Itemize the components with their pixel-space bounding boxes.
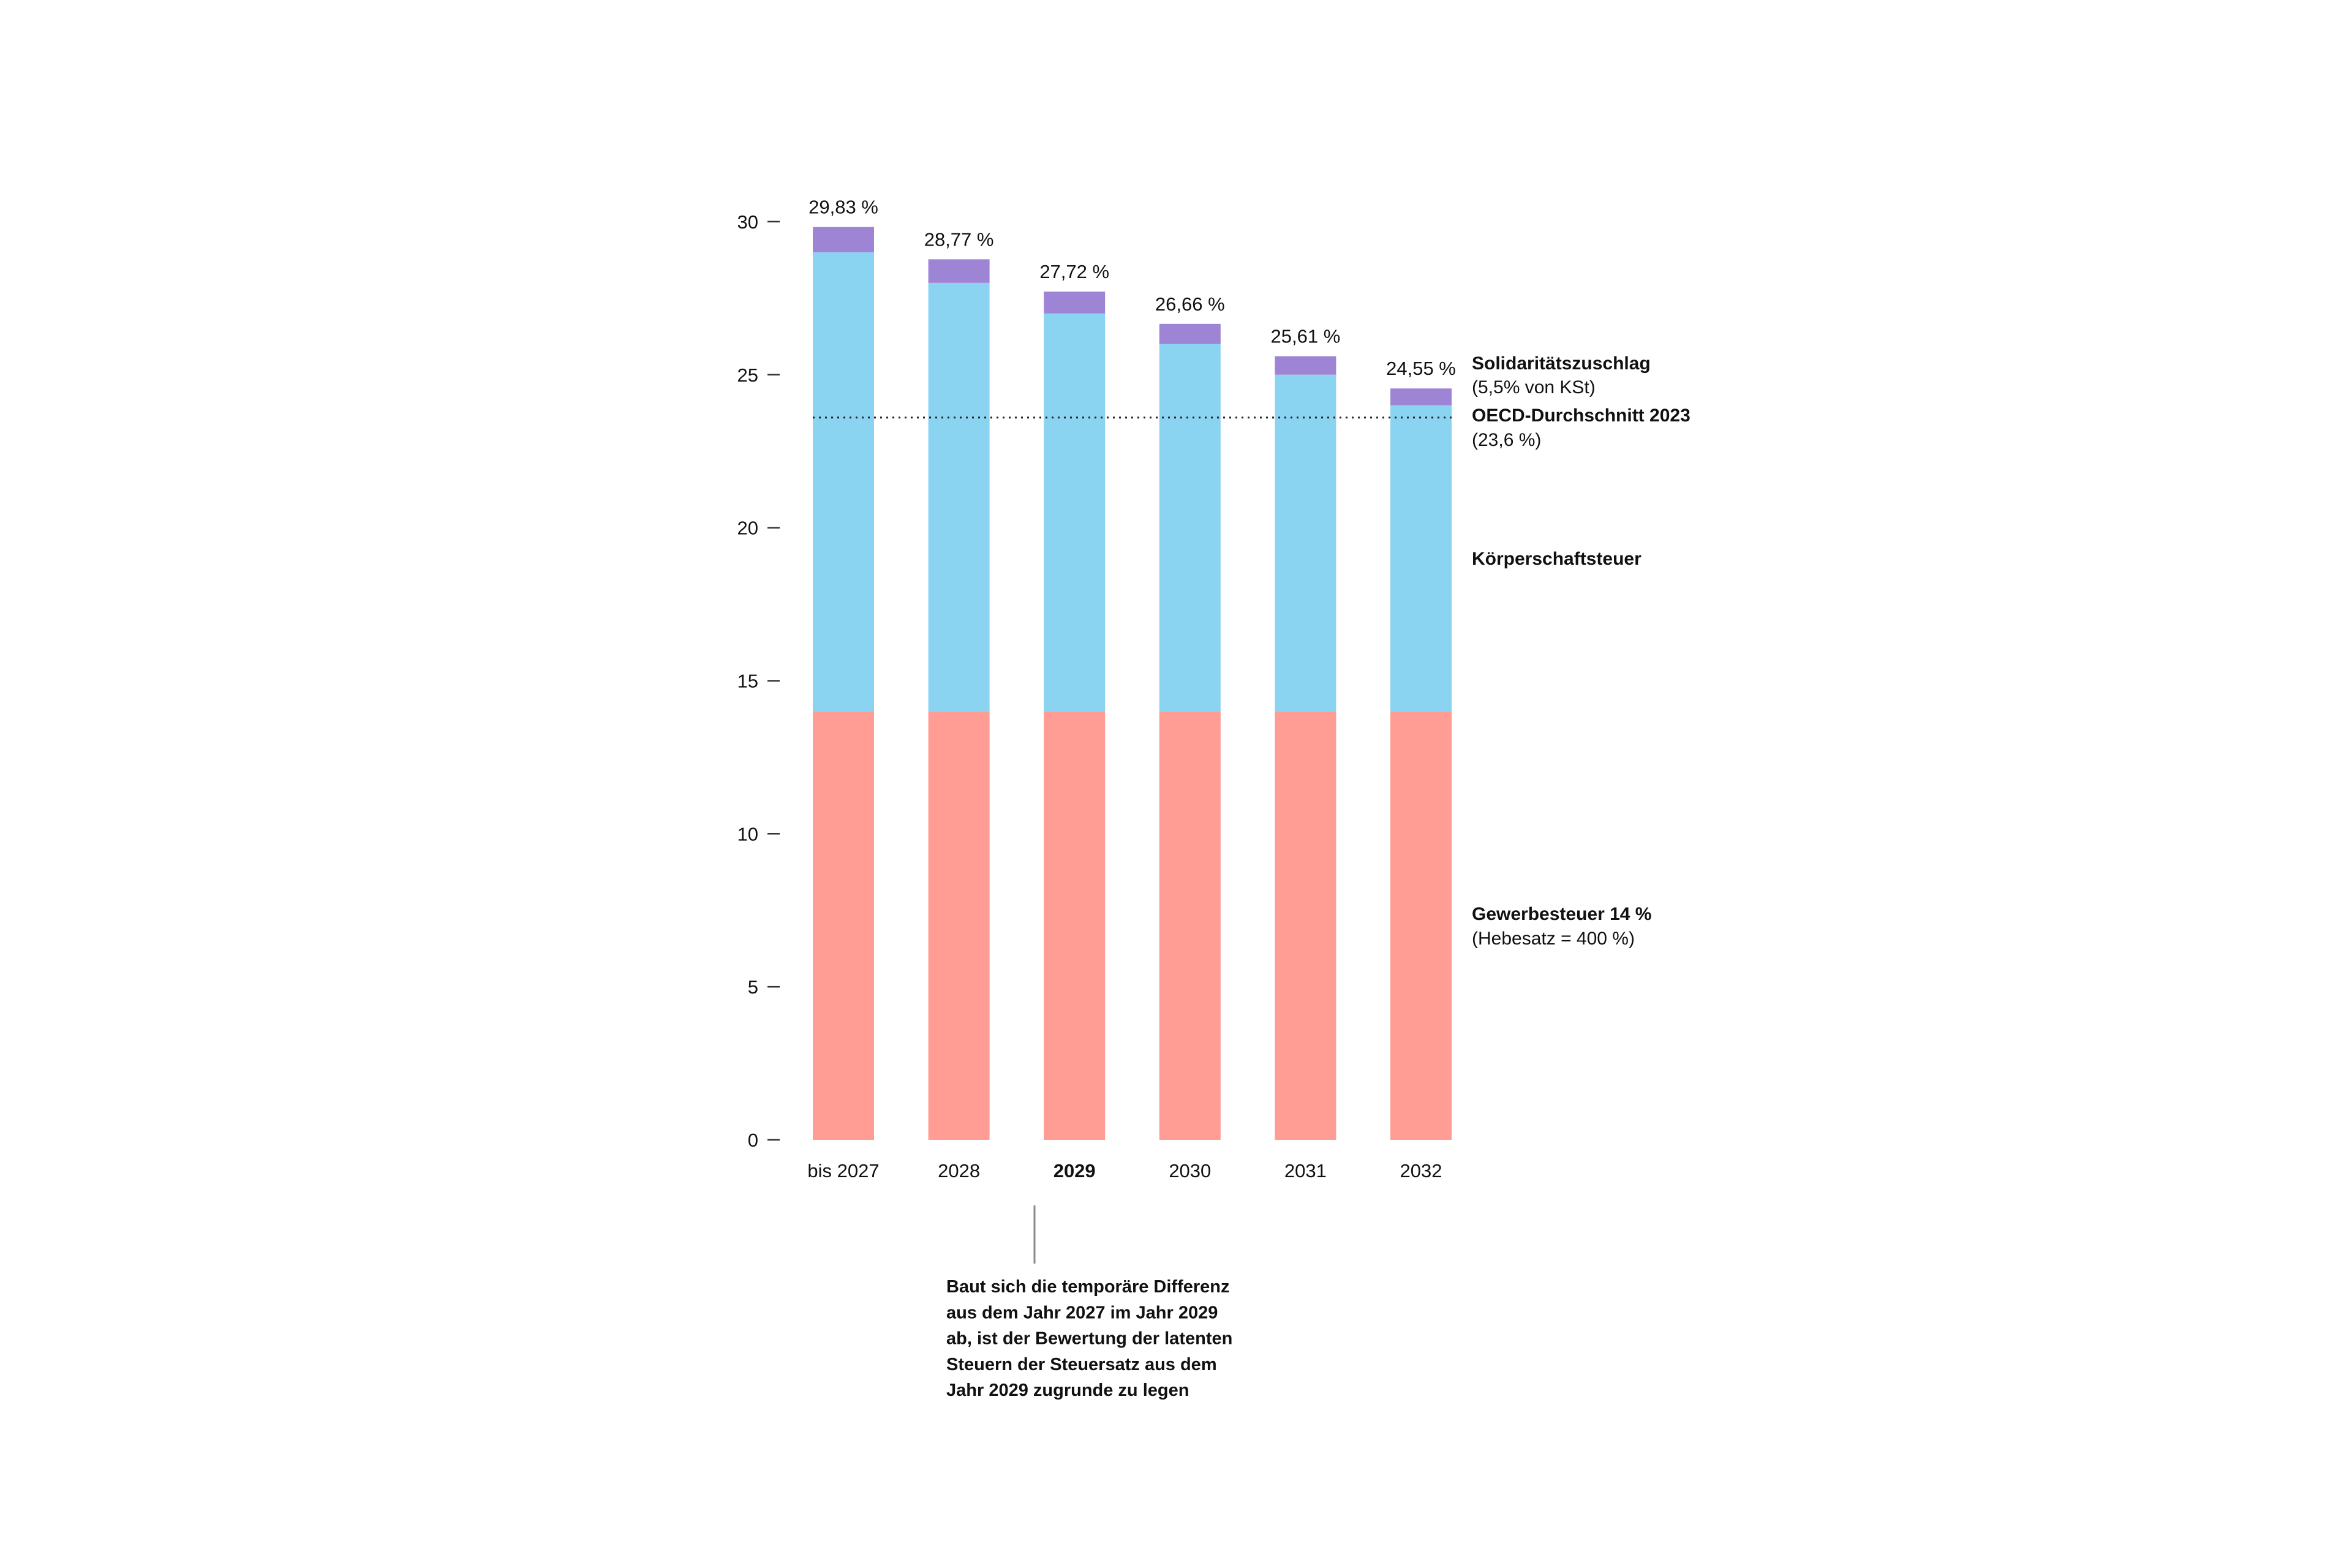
x-axis-labels: bis 2027 2028 2029 2030 2031 2032 (807, 1160, 1442, 1182)
bar-segment-körperschaftsteuer (928, 282, 990, 712)
total-label: 24,55 % (1386, 358, 1456, 379)
y-tick-label: 10 (737, 823, 758, 845)
bar-segment-solidaritätszuschlag (1044, 292, 1106, 314)
legend-kst-title: Körperschaftsteuer (1472, 549, 1642, 569)
legend-oecd-title: OECD-Durchschnitt 2023 (1472, 405, 1691, 426)
y-axis: 0 5 10 15 20 25 30 (737, 211, 780, 1151)
total-label: 26,66 % (1155, 293, 1225, 315)
legend-soli-sub: (5,5% von KSt) (1472, 377, 1596, 398)
x-tick-label: 2030 (1169, 1160, 1211, 1182)
bar-segment-solidaritätszuschlag (813, 227, 874, 252)
bar-segment-solidaritätszuschlag (1390, 388, 1452, 405)
y-tick-label: 15 (737, 670, 758, 692)
y-tick-label: 25 (737, 364, 758, 386)
legend-oecd-sub: (23,6 %) (1472, 430, 1541, 450)
legend-soli-title: Solidaritätszuschlag (1472, 353, 1651, 374)
x-tick-label: 2031 (1284, 1160, 1327, 1182)
legend-gewst-title: Gewerbesteuer 14 % (1472, 904, 1651, 924)
bar-segment-körperschaftsteuer (1159, 344, 1221, 712)
x-tick-label: 2029 (1054, 1160, 1096, 1182)
bar-segment-gewerbesteuer (1044, 711, 1106, 1140)
bar-segment-gewerbesteuer (1390, 711, 1452, 1140)
total-label: 29,83 % (809, 197, 878, 218)
bars (813, 227, 1452, 1140)
total-label: 27,72 % (1039, 261, 1109, 282)
legend-gewst-sub: (Hebesatz = 400 %) (1472, 929, 1635, 949)
annotation-line: Steuern der Steuersatz aus dem (946, 1355, 1217, 1374)
bar-segment-gewerbesteuer (1159, 711, 1221, 1140)
bar-segment-solidaritätszuschlag (928, 259, 990, 283)
bar-segment-solidaritätszuschlag (1159, 323, 1221, 344)
bar-segment-gewerbesteuer (813, 711, 874, 1140)
annotation-line: Jahr 2029 zugrunde zu legen (946, 1381, 1189, 1400)
y-tick-label: 5 (748, 976, 758, 998)
bar-segment-körperschaftsteuer (1275, 374, 1336, 712)
bar-segment-gewerbesteuer (928, 711, 990, 1140)
total-labels: 29,83 % 28,77 % 27,72 % 26,66 % 25,61 % 24,55… (809, 197, 1456, 380)
x-tick-label: 2028 (938, 1160, 980, 1182)
bar-segment-körperschaftsteuer (1390, 405, 1452, 712)
y-tick-label: 30 (737, 211, 758, 233)
y-tick-label: 0 (748, 1129, 758, 1151)
bar-segment-solidaritätszuschlag (1275, 356, 1336, 375)
bar-segment-gewerbesteuer (1275, 711, 1336, 1140)
annotation: Baut sich die temporäre Differenz aus dem… (946, 1277, 1232, 1400)
x-tick-label: 2032 (1400, 1160, 1442, 1182)
bar-segment-körperschaftsteuer (1044, 313, 1106, 712)
annotation-line: ab, ist der Bewertung der latenten (946, 1329, 1232, 1349)
bar-segment-körperschaftsteuer (813, 252, 874, 712)
annotation-line: Baut sich die temporäre Differenz (946, 1277, 1230, 1297)
x-tick-label: bis 2027 (807, 1160, 879, 1182)
total-label: 28,77 % (924, 228, 994, 250)
y-tick-label: 20 (737, 518, 758, 539)
annotation-line: aus dem Jahr 2027 im Jahr 2029 (946, 1303, 1218, 1322)
legend: Solidaritätszuschlag (5,5% von KSt) OECD… (1472, 353, 1691, 949)
total-label: 25,61 % (1271, 326, 1341, 347)
